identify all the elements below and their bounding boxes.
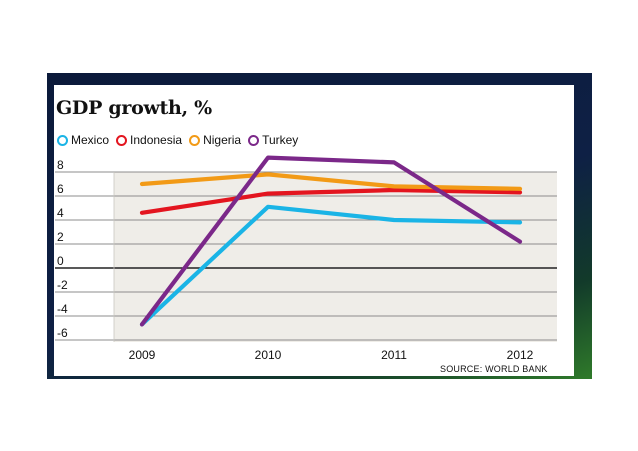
y-tick-label: 6 xyxy=(57,182,64,196)
legend-marker-icon xyxy=(57,134,68,146)
legend-marker-icon xyxy=(116,134,128,146)
y-tick-label: -2 xyxy=(57,278,68,292)
legend-item-nigeria: Nigeria xyxy=(189,133,241,147)
x-tick-label: 2009 xyxy=(129,348,156,362)
legend-item-indonesia: Indonesia xyxy=(116,133,182,147)
series-line-mexico xyxy=(139,204,523,327)
series-line-nigeria xyxy=(139,172,523,191)
x-tick-label: 2011 xyxy=(381,348,407,362)
series-line-indonesia xyxy=(139,187,523,215)
legend-label: Indonesia xyxy=(130,133,183,147)
legend-label: Turkey xyxy=(262,133,299,147)
y-tick-label: 0 xyxy=(57,254,64,268)
chart-title: GDP growth, % xyxy=(56,97,212,119)
y-tick-label: 4 xyxy=(57,206,64,220)
y-tick-label: 2 xyxy=(57,230,64,244)
legend-marker-icon xyxy=(189,134,201,146)
legend-label: Mexico xyxy=(71,133,110,147)
y-tick-label: -4 xyxy=(57,302,68,316)
series-line-turkey xyxy=(139,155,523,327)
plot-background xyxy=(114,172,557,342)
chart-legend: Mexico Indonesia Nigeria Turkey xyxy=(57,133,298,147)
x-tick-label: 2012 xyxy=(507,348,534,362)
legend-item-turkey: Turkey xyxy=(248,133,298,147)
legend-label: Nigeria xyxy=(203,133,242,147)
source-note: SOURCE: WORLD BANK xyxy=(440,364,548,374)
x-tick-label: 2010 xyxy=(255,348,282,362)
y-tick-label: 8 xyxy=(57,158,64,172)
legend-item-mexico: Mexico xyxy=(57,133,109,147)
y-tick-label: -6 xyxy=(57,326,68,340)
legend-marker-icon xyxy=(248,134,260,146)
